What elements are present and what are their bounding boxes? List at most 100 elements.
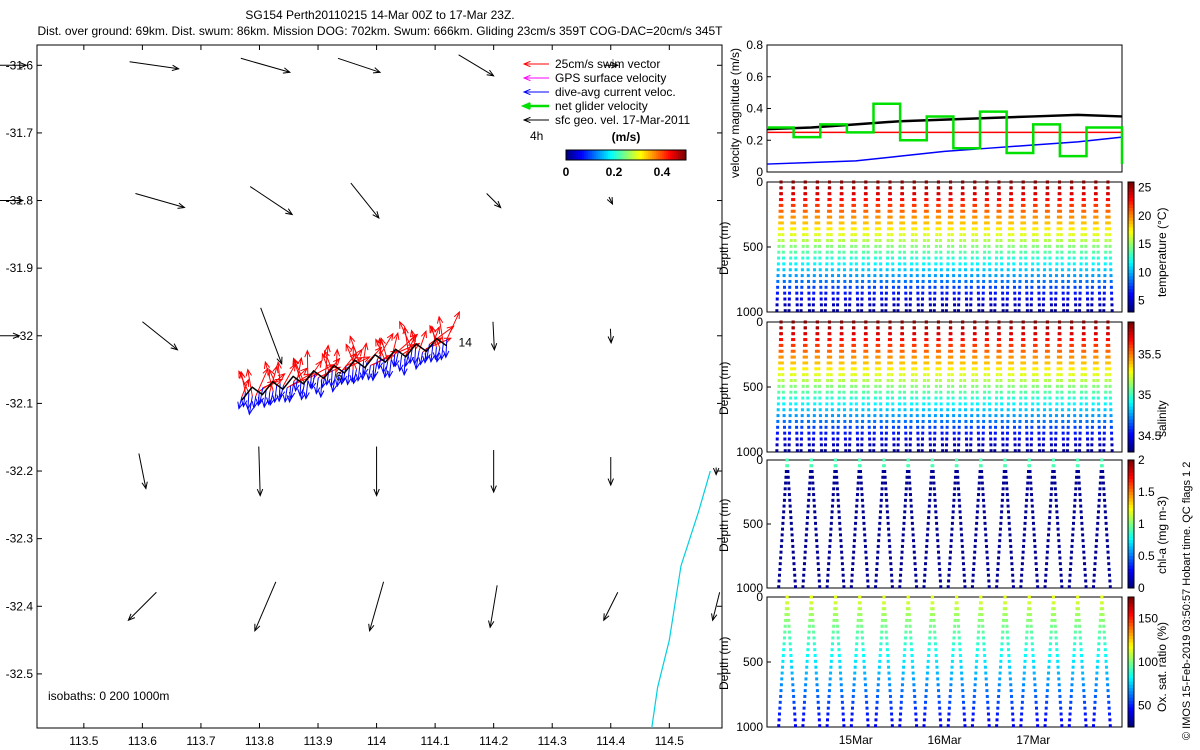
- velocity-ylabel: velocity magnitude (m/s): [728, 48, 742, 178]
- geo-vector: [350, 182, 380, 220]
- map-ytick-label: -31.7: [6, 126, 34, 140]
- colorbar-frame: [565, 149, 687, 161]
- figure-subtitle: Dist. over ground: 69km. Dist. swum: 86k…: [37, 24, 723, 38]
- map-ytick-label: -32.1: [6, 396, 34, 410]
- dac-vector: [435, 347, 442, 363]
- depth-colorbar-tick-label: 35: [1138, 388, 1152, 402]
- depth-colorbar: [1127, 596, 1135, 728]
- depth-ytick-label: 500: [743, 380, 763, 394]
- depth-ylabel: Depth (m): [717, 222, 731, 275]
- dac-vector: [313, 377, 321, 395]
- geo-vector: [490, 450, 497, 494]
- depth-colorbar-frame: [1127, 321, 1135, 453]
- date-tick-label: 17Mar: [1016, 733, 1050, 747]
- map-ytick-label: -32.4: [6, 599, 34, 613]
- dac-vector: [345, 366, 352, 386]
- depth-axes: [766, 459, 1123, 589]
- dac-vector: [303, 380, 310, 400]
- geo-vector: [490, 321, 498, 352]
- map-xtick-label: 113.5: [69, 734, 98, 748]
- dac-vector: [428, 343, 435, 364]
- geo-vector: [603, 592, 619, 622]
- geo-vector: [249, 186, 294, 216]
- map-xtick-label: 114.5: [655, 734, 684, 748]
- geo-vector: [368, 581, 385, 633]
- swim-vector: [349, 335, 361, 365]
- depth-colorbar-tick-label: 0.5: [1138, 549, 1155, 563]
- swim-vector: [390, 331, 400, 360]
- depth-colorbar: [1127, 459, 1135, 589]
- dac-vector: [247, 396, 254, 416]
- map-xtick-label: 114.4: [596, 734, 625, 748]
- swim-vector: [296, 356, 304, 379]
- dac-vector: [418, 352, 425, 366]
- depth-colorbar-tick-label: 34.5: [1138, 429, 1162, 443]
- swim-vector: [324, 344, 331, 376]
- profile-dots: [777, 595, 1112, 728]
- colorbar-tick-label: 0.2: [606, 165, 623, 179]
- legend-arrow: [522, 60, 549, 68]
- legend-label: net glider velocity: [555, 99, 648, 113]
- legend-arrow: [522, 88, 549, 96]
- depth-ytick-label: 500: [743, 240, 763, 254]
- dac-vector: [310, 374, 317, 390]
- dac-vector: [355, 364, 362, 383]
- depth-axes: [766, 596, 1123, 728]
- dac-vector: [386, 359, 394, 379]
- swim-vector: [275, 361, 282, 384]
- swim-vector: [362, 342, 369, 362]
- depth-colorbar-tick-label: 15: [1138, 237, 1152, 251]
- geo-vector: [135, 193, 186, 209]
- map-ytick-label: -32.3: [6, 532, 34, 546]
- date-tick-label: 15Mar: [839, 733, 873, 747]
- swim-vector: [379, 336, 389, 362]
- profile-dots: [775, 320, 1114, 453]
- dac-vector: [288, 380, 296, 401]
- profile-dots: [777, 458, 1112, 589]
- dac-vector: [438, 343, 446, 361]
- velocity-ytick-label: 0.2: [746, 133, 763, 147]
- dac-vector: [282, 387, 290, 404]
- geo-vector: [138, 453, 148, 490]
- coastline: [651, 470, 711, 729]
- map-ytick-label: -32.2: [6, 464, 34, 478]
- track-annotation: 6: [336, 369, 343, 383]
- depth-ylabel: Depth (m): [717, 362, 731, 415]
- dac-vector: [366, 365, 373, 381]
- depth-ytick-label: 1000: [736, 581, 763, 595]
- swim-vector: [238, 370, 250, 394]
- swim-vector: [376, 337, 384, 357]
- dac-vector: [442, 339, 450, 359]
- geo-vector: [711, 592, 721, 622]
- depth-ytick-label: 0: [756, 315, 763, 329]
- dac-vector: [257, 387, 265, 406]
- depth-colorbar-tick-label: 1.5: [1138, 485, 1155, 499]
- depth-colorbar-tick-label: 10: [1138, 265, 1152, 279]
- depth-colorbar-tick-label: 35.5: [1138, 348, 1162, 362]
- colorbar-label: (m/s): [612, 130, 641, 144]
- depth-ytick-label: 1000: [736, 445, 763, 459]
- depth-colorbar-tick-label: 5: [1138, 294, 1145, 308]
- swim-vector: [446, 310, 460, 340]
- depth-colorbar-frame: [1127, 459, 1135, 589]
- dac-vector: [330, 373, 337, 393]
- legend-label: 25cm/s swim vector: [555, 57, 660, 71]
- map-axes: [36, 44, 723, 729]
- dac-vector: [237, 396, 244, 410]
- depth-colorbar-tick-label: 50: [1138, 698, 1152, 712]
- date-tick-label: 16Mar: [927, 733, 961, 747]
- depth-colorbar-label: chl-a (mg m-3): [1155, 496, 1169, 574]
- geo-vector: [0, 62, 28, 69]
- geo-vector: [712, 467, 720, 476]
- map-xtick-label: 113.9: [303, 734, 332, 748]
- swim-vector: [241, 378, 250, 397]
- profile-dots: [775, 180, 1114, 313]
- swim-vector: [375, 338, 385, 359]
- swim-vector: [245, 368, 253, 397]
- map-xtick-label: 114: [367, 734, 386, 748]
- dac-vector: [393, 352, 400, 368]
- geo-vector: [488, 585, 498, 629]
- depth-colorbar-frame: [1127, 181, 1135, 313]
- swim-vector: [323, 349, 333, 371]
